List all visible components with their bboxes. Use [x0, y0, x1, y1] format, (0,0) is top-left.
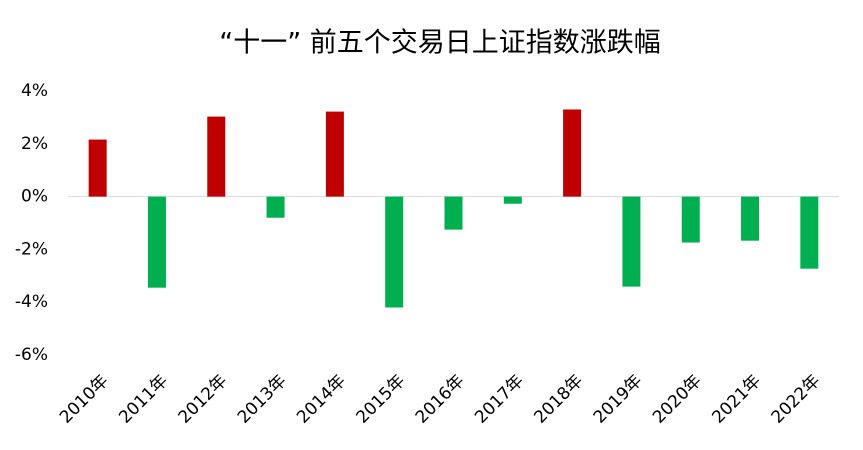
bar — [207, 116, 226, 197]
x-tick-label: 2012年 — [175, 371, 232, 428]
x-tick-label: 2021年 — [708, 371, 765, 428]
x-tick-label: 2014年 — [293, 371, 350, 428]
x-tick-label: 2011年 — [115, 371, 172, 428]
bar — [266, 196, 285, 218]
bar — [741, 196, 760, 241]
x-tick-label: 2015年 — [353, 371, 410, 428]
bar — [88, 139, 107, 197]
y-tick-label: -4% — [15, 292, 48, 312]
chart-title: “十一” 前五个交易日上证指数涨跌幅 — [219, 28, 661, 59]
x-tick-label: 2017年 — [471, 371, 528, 428]
bar — [503, 196, 522, 204]
bar — [444, 196, 463, 230]
x-tick-label: 2010年 — [56, 371, 113, 428]
x-tick-label: 2018年 — [530, 371, 587, 428]
x-tick-label: 2020年 — [649, 371, 706, 428]
x-tick-label: 2013年 — [234, 371, 291, 428]
y-tick-label: -2% — [15, 239, 48, 259]
bar — [563, 109, 582, 197]
bar — [147, 196, 166, 288]
x-tick-label: 2022年 — [768, 371, 825, 428]
bar — [385, 196, 404, 308]
y-tick-label: 2% — [21, 134, 48, 154]
x-tick-label: 2016年 — [412, 371, 469, 428]
y-tick-label: 0% — [21, 187, 48, 207]
bar — [681, 196, 700, 243]
bar — [622, 196, 641, 287]
y-tick-label: 4% — [21, 81, 48, 101]
bar — [800, 196, 819, 269]
x-tick-label: 2019年 — [590, 371, 647, 428]
bar — [325, 111, 344, 197]
y-tick-label: -6% — [15, 345, 48, 365]
